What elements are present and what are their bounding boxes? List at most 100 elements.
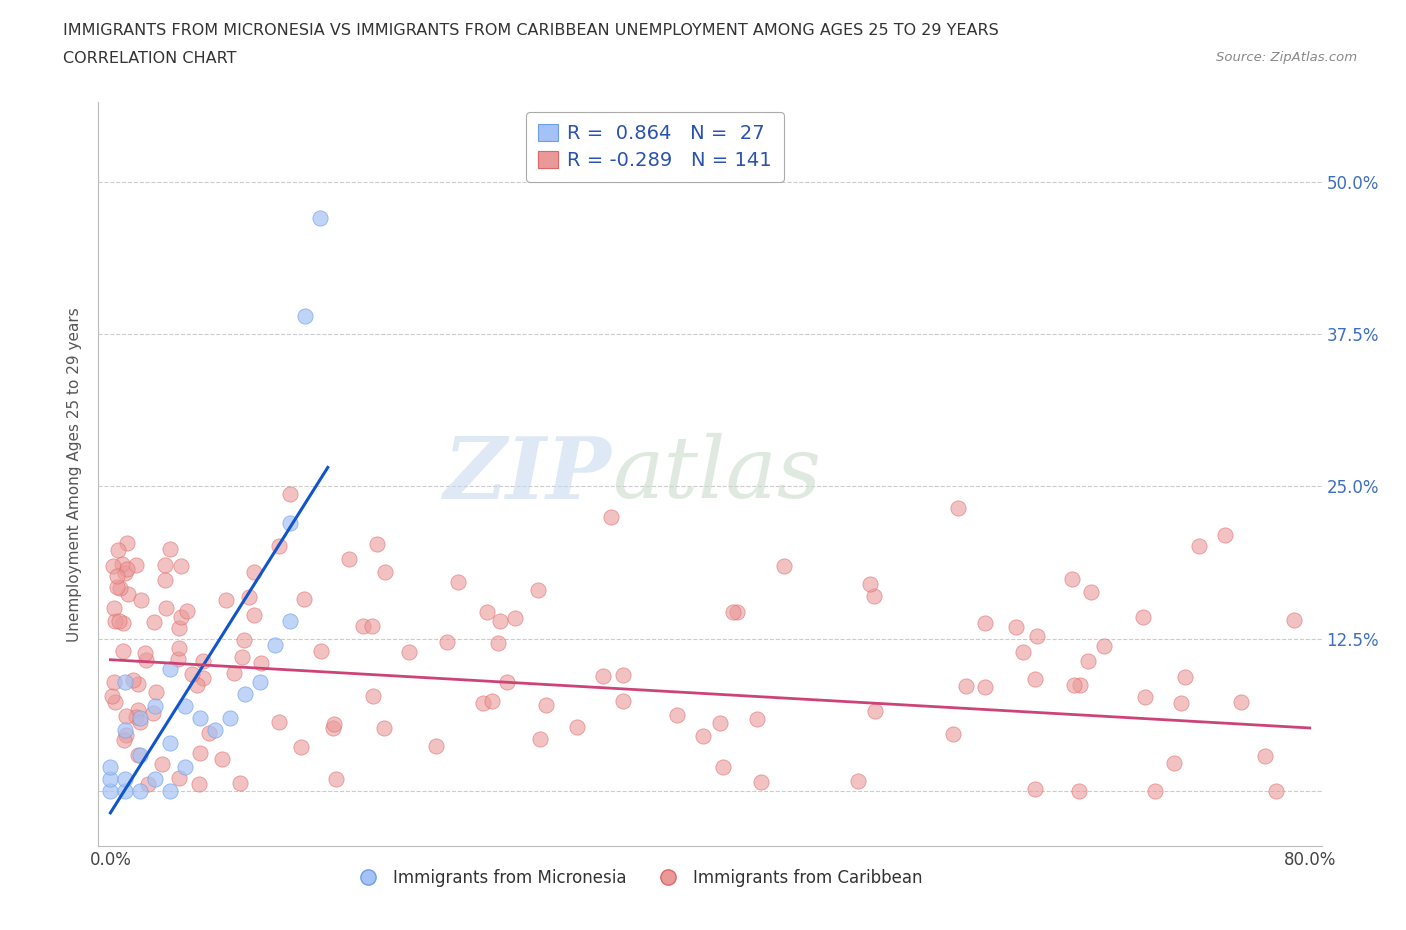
Point xyxy=(1024,672,1046,687)
Point xyxy=(481,693,503,708)
Point xyxy=(862,588,884,603)
Point xyxy=(1170,696,1192,711)
Point xyxy=(425,738,447,753)
Point xyxy=(290,739,312,754)
Point xyxy=(125,558,148,573)
Point xyxy=(1069,677,1091,692)
Point xyxy=(129,748,152,763)
Point xyxy=(159,542,181,557)
Point xyxy=(100,760,122,775)
Point xyxy=(600,510,623,525)
Point xyxy=(107,543,129,558)
Point xyxy=(294,309,316,324)
Point xyxy=(269,715,291,730)
Point xyxy=(105,569,128,584)
Point xyxy=(224,666,246,681)
Point xyxy=(665,707,688,722)
Point xyxy=(211,751,233,766)
Point xyxy=(104,694,127,709)
Point xyxy=(973,679,995,694)
Point xyxy=(103,601,125,616)
Point xyxy=(1264,784,1286,799)
Point xyxy=(180,667,202,682)
Point xyxy=(145,698,167,713)
Text: atlas: atlas xyxy=(612,433,821,515)
Point xyxy=(496,674,519,689)
Point xyxy=(859,577,882,591)
Point xyxy=(1215,528,1237,543)
Point xyxy=(565,719,588,734)
Point xyxy=(155,572,177,587)
Point xyxy=(188,777,211,791)
Point xyxy=(612,667,634,682)
Point xyxy=(238,590,260,604)
Point xyxy=(436,635,458,650)
Point xyxy=(1132,610,1154,625)
Point xyxy=(1063,678,1085,693)
Point xyxy=(100,772,122,787)
Point xyxy=(169,609,191,624)
Text: Source: ZipAtlas.com: Source: ZipAtlas.com xyxy=(1216,51,1357,64)
Point xyxy=(503,611,526,626)
Point xyxy=(749,775,772,790)
Point xyxy=(103,674,125,689)
Point xyxy=(322,720,344,735)
Point xyxy=(215,592,238,607)
Point xyxy=(472,696,495,711)
Point xyxy=(231,650,253,665)
Point xyxy=(249,674,271,689)
Point xyxy=(374,565,396,579)
Point xyxy=(145,772,167,787)
Point xyxy=(191,653,214,668)
Point xyxy=(292,591,315,606)
Point xyxy=(111,557,134,572)
Text: IMMIGRANTS FROM MICRONESIA VS IMMIGRANTS FROM CARIBBEAN UNEMPLOYMENT AMONG AGES : IMMIGRANTS FROM MICRONESIA VS IMMIGRANTS… xyxy=(63,23,1000,38)
Point xyxy=(1282,613,1305,628)
Point xyxy=(264,638,287,653)
Point xyxy=(115,562,138,577)
Point xyxy=(174,698,197,713)
Point xyxy=(134,646,156,661)
Point xyxy=(846,774,869,789)
Point xyxy=(101,688,124,703)
Point xyxy=(153,558,176,573)
Point xyxy=(112,733,135,748)
Point xyxy=(108,580,131,595)
Point xyxy=(167,770,190,785)
Point xyxy=(117,587,139,602)
Point xyxy=(1077,654,1099,669)
Point xyxy=(747,712,769,727)
Point xyxy=(121,672,143,687)
Point xyxy=(278,486,301,501)
Point xyxy=(188,745,211,760)
Point xyxy=(142,705,165,720)
Point xyxy=(114,709,136,724)
Point xyxy=(398,644,420,659)
Point xyxy=(863,704,886,719)
Point xyxy=(191,671,214,685)
Point xyxy=(136,777,159,791)
Point xyxy=(198,725,221,740)
Point xyxy=(361,619,384,634)
Point xyxy=(709,715,731,730)
Point xyxy=(129,715,152,730)
Point xyxy=(233,632,256,647)
Point xyxy=(447,575,470,590)
Point xyxy=(309,644,332,658)
Point xyxy=(127,677,149,692)
Point xyxy=(166,652,188,667)
Legend: Immigrants from Micronesia, Immigrants from Caribbean: Immigrants from Micronesia, Immigrants f… xyxy=(344,862,929,894)
Point xyxy=(229,775,252,790)
Point xyxy=(114,727,136,742)
Point xyxy=(159,736,181,751)
Point xyxy=(129,784,152,799)
Point xyxy=(159,784,181,799)
Point xyxy=(170,558,193,573)
Point xyxy=(1062,571,1084,586)
Point xyxy=(233,686,256,701)
Point xyxy=(112,616,135,631)
Point xyxy=(142,615,165,630)
Point xyxy=(169,620,191,635)
Point xyxy=(219,711,242,725)
Point xyxy=(323,716,346,731)
